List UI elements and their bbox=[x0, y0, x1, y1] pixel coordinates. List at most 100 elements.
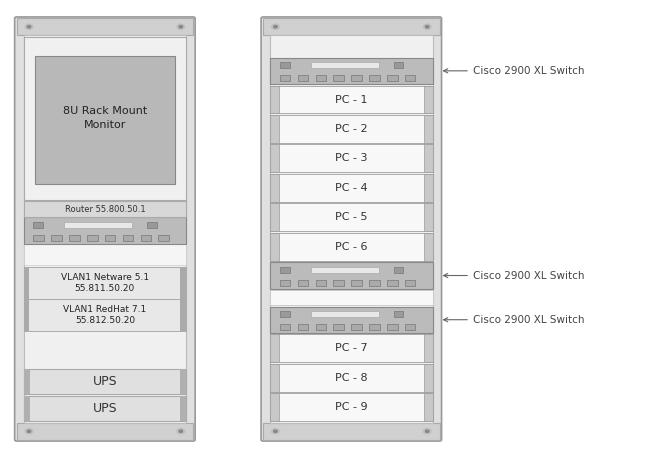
Bar bbox=[123, 235, 133, 241]
Bar bbox=[387, 280, 398, 285]
Circle shape bbox=[179, 26, 182, 28]
Bar bbox=[180, 267, 186, 299]
Circle shape bbox=[426, 26, 429, 28]
Bar bbox=[394, 267, 404, 273]
Bar bbox=[424, 334, 432, 362]
Bar bbox=[147, 222, 157, 228]
Bar bbox=[270, 393, 279, 421]
Bar bbox=[270, 174, 432, 202]
Text: Cisco 2900 XL Switch: Cisco 2900 XL Switch bbox=[444, 271, 584, 280]
Bar bbox=[24, 267, 29, 299]
Bar bbox=[270, 115, 432, 143]
Bar bbox=[24, 35, 186, 423]
Bar bbox=[180, 396, 186, 421]
Bar bbox=[33, 222, 43, 228]
Text: PC - 9: PC - 9 bbox=[335, 402, 368, 412]
Bar bbox=[180, 369, 186, 394]
Bar bbox=[387, 75, 398, 81]
Bar bbox=[270, 86, 279, 114]
Bar bbox=[270, 115, 279, 143]
Circle shape bbox=[274, 430, 277, 432]
Bar bbox=[352, 280, 362, 285]
Bar bbox=[87, 235, 98, 241]
Bar bbox=[424, 86, 432, 114]
Bar bbox=[270, 306, 432, 333]
Circle shape bbox=[27, 26, 31, 28]
Bar bbox=[298, 280, 308, 285]
Bar bbox=[316, 324, 326, 330]
Bar bbox=[424, 364, 432, 392]
Bar bbox=[270, 35, 432, 423]
Bar bbox=[270, 233, 279, 261]
Text: UPS: UPS bbox=[93, 375, 117, 388]
Bar bbox=[424, 174, 432, 202]
Bar bbox=[270, 290, 432, 305]
Bar bbox=[69, 235, 80, 241]
Bar bbox=[280, 311, 290, 317]
Bar bbox=[270, 262, 432, 289]
Bar bbox=[424, 393, 432, 421]
Circle shape bbox=[426, 430, 429, 432]
Bar bbox=[280, 75, 290, 81]
Bar bbox=[65, 222, 133, 228]
Bar bbox=[24, 267, 186, 299]
Bar bbox=[298, 324, 308, 330]
Text: Cisco 2900 XL Switch: Cisco 2900 XL Switch bbox=[444, 66, 584, 76]
Bar bbox=[387, 324, 398, 330]
Bar bbox=[24, 37, 186, 200]
Circle shape bbox=[424, 24, 431, 29]
Text: PC - 4: PC - 4 bbox=[335, 183, 368, 193]
Bar bbox=[51, 235, 62, 241]
Bar bbox=[24, 217, 186, 244]
Bar bbox=[24, 299, 29, 331]
Bar bbox=[270, 144, 279, 172]
Circle shape bbox=[272, 24, 279, 29]
Circle shape bbox=[177, 429, 184, 434]
Circle shape bbox=[179, 430, 182, 432]
Circle shape bbox=[25, 24, 33, 29]
Bar bbox=[369, 324, 380, 330]
Circle shape bbox=[424, 429, 431, 434]
Text: PC - 2: PC - 2 bbox=[335, 124, 368, 134]
Bar bbox=[270, 86, 432, 114]
Bar bbox=[424, 115, 432, 143]
Bar bbox=[35, 56, 174, 184]
Bar bbox=[270, 364, 432, 392]
Bar bbox=[405, 324, 416, 330]
Bar bbox=[24, 202, 186, 217]
Text: PC - 6: PC - 6 bbox=[335, 242, 368, 252]
Bar bbox=[17, 18, 193, 35]
Bar bbox=[263, 423, 440, 440]
Bar bbox=[352, 75, 362, 81]
Bar bbox=[141, 235, 151, 241]
Bar bbox=[17, 423, 193, 440]
Bar bbox=[424, 233, 432, 261]
Bar bbox=[405, 280, 416, 285]
Bar bbox=[394, 62, 404, 68]
Bar bbox=[311, 311, 379, 317]
Bar bbox=[270, 334, 279, 362]
Text: PC - 1: PC - 1 bbox=[335, 94, 368, 104]
Circle shape bbox=[272, 429, 279, 434]
Bar bbox=[334, 324, 344, 330]
Bar bbox=[270, 144, 432, 172]
Bar bbox=[352, 324, 362, 330]
Bar bbox=[159, 235, 169, 241]
Bar bbox=[263, 18, 440, 35]
Bar bbox=[270, 174, 279, 202]
Text: VLAN1 RedHat 7.1
55.812.50.20: VLAN1 RedHat 7.1 55.812.50.20 bbox=[63, 305, 147, 325]
Bar bbox=[24, 396, 30, 421]
Circle shape bbox=[177, 24, 184, 29]
Bar bbox=[369, 280, 380, 285]
Text: PC - 3: PC - 3 bbox=[335, 153, 368, 164]
Bar bbox=[24, 369, 186, 394]
Bar bbox=[24, 244, 186, 266]
Text: Router 55.800.50.1: Router 55.800.50.1 bbox=[65, 205, 145, 214]
Bar bbox=[24, 299, 186, 331]
Bar bbox=[394, 311, 404, 317]
Bar bbox=[311, 62, 379, 68]
Bar bbox=[405, 75, 416, 81]
Bar bbox=[270, 233, 432, 261]
Text: PC - 8: PC - 8 bbox=[335, 373, 368, 383]
Text: VLAN1 Netware 5.1
55.811.50.20: VLAN1 Netware 5.1 55.811.50.20 bbox=[61, 273, 149, 293]
